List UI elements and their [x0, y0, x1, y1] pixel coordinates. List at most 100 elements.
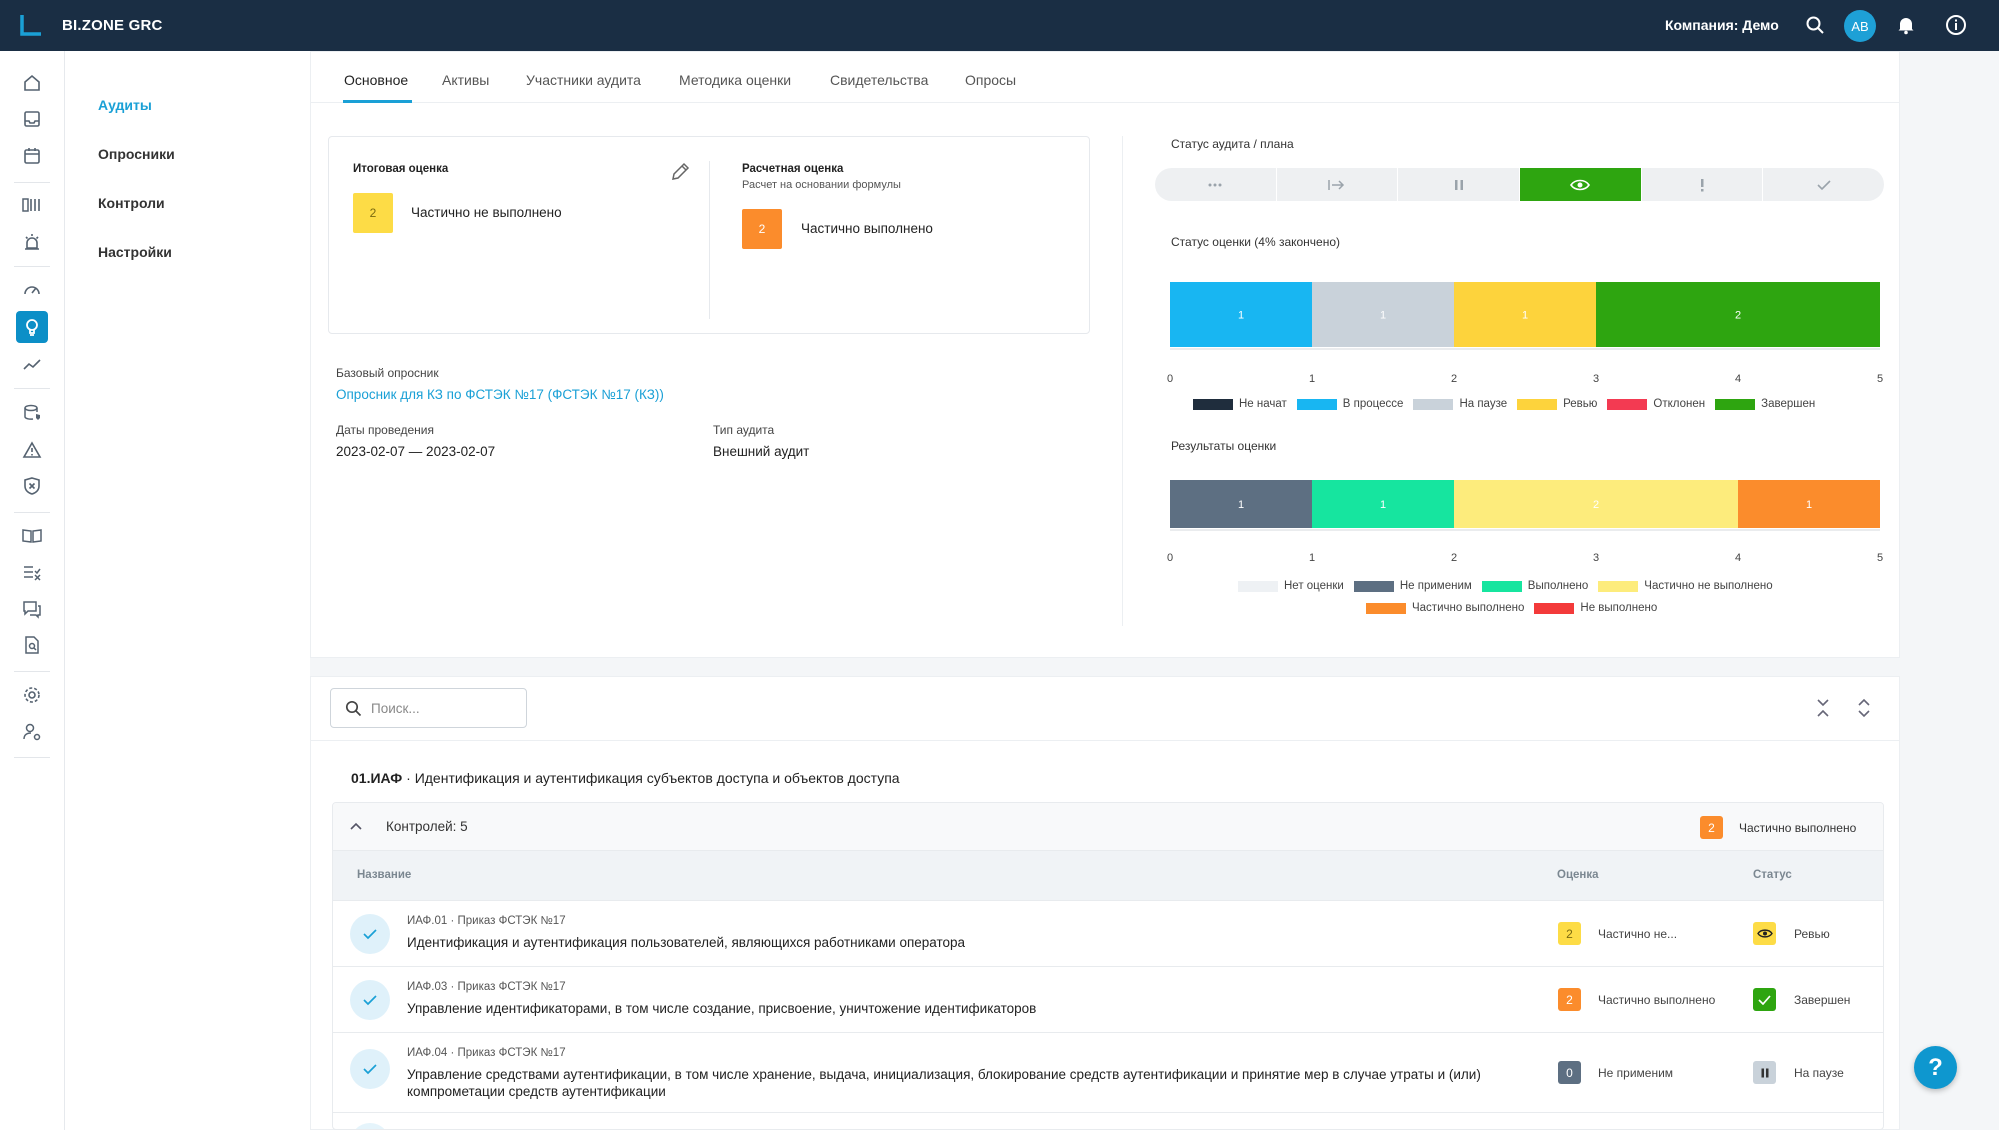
x-tick-label: 0	[1167, 373, 1173, 385]
status-rejected-step[interactable]	[1642, 168, 1764, 201]
status-not-started-step[interactable]	[1155, 168, 1277, 201]
x-tick-label: 2	[1451, 552, 1457, 564]
legend-swatch	[1607, 398, 1648, 410]
tab-surveys[interactable]: Опросы	[965, 72, 1017, 88]
legend-swatch	[1534, 602, 1575, 614]
eye-icon	[1570, 179, 1591, 190]
alarm-icon[interactable]	[16, 226, 48, 258]
bar-segment	[1738, 480, 1880, 528]
table-row[interactable]: ИАФ.04 · Приказ ФСТЭК №17 Управление сре…	[333, 1033, 1883, 1113]
tab-main[interactable]: Основное	[344, 72, 409, 88]
active-tab-indicator	[343, 100, 412, 103]
status-paused-step[interactable]	[1398, 168, 1521, 201]
bell-icon[interactable]	[1894, 13, 1918, 37]
pause-icon	[1761, 1068, 1768, 1077]
calendar-icon[interactable]	[16, 140, 48, 172]
row-status-text: На паузе	[1794, 1066, 1844, 1080]
tab-audit-participants[interactable]: Участники аудита	[526, 72, 641, 88]
audit-status-label: Статус аудита / плана	[1171, 137, 1294, 151]
app-name: BI.ZONE GRC	[62, 17, 163, 34]
help-button[interactable]: ?	[1914, 1046, 1957, 1089]
chart2-title: Результаты оценки	[1171, 439, 1277, 453]
row-title[interactable]: Управление средствами аутентификации, в …	[407, 1067, 1481, 1099]
base-questionnaire-link[interactable]: Опросник для КЗ по ФСТЭК №17 (ФСТЭК №17 …	[336, 387, 664, 402]
search-input[interactable]: Поиск...	[330, 688, 527, 728]
audit-type-label: Тип аудита	[713, 423, 775, 437]
tab-evidence[interactable]: Свидетельства	[830, 72, 929, 88]
controls-group: Контролей: 5 2 Частично выполнено Назван…	[332, 802, 1884, 1130]
legend-label: Ревью	[1563, 398, 1598, 410]
chat-icon[interactable]	[16, 593, 48, 625]
status-review-step[interactable]	[1520, 168, 1642, 201]
group-score-badge: 2	[1700, 816, 1723, 839]
book-icon[interactable]	[16, 519, 48, 551]
exclamation-icon	[1701, 178, 1704, 191]
user-settings-icon[interactable]	[16, 716, 48, 748]
gear-icon[interactable]	[16, 679, 48, 711]
row-check-icon	[350, 914, 390, 954]
trend-icon[interactable]	[16, 348, 48, 380]
chart2-legend-row2: Частично выполнено Не выполнено	[1366, 602, 1657, 614]
row-score-text: Частично выполнено	[1598, 993, 1716, 1007]
expand-all-icon[interactable]	[1855, 697, 1873, 719]
section-title: 01.ИАФ · Идентификация и аутентификация …	[351, 770, 900, 786]
info-icon[interactable]	[1944, 13, 1968, 37]
database-shield-icon[interactable]	[16, 397, 48, 429]
calc-score-badge: 2	[742, 209, 782, 249]
chevron-up-icon[interactable]	[349, 821, 363, 831]
legend-label: В процессе	[1342, 398, 1404, 410]
subnav-item-controls[interactable]: Контроли	[98, 195, 165, 211]
bar-value-label: 1	[1806, 499, 1812, 511]
avatar[interactable]: AB	[1844, 10, 1876, 42]
calc-score-subtitle: Расчет на основании формулы	[742, 179, 901, 191]
shield-x-icon[interactable]	[16, 470, 48, 502]
calc-score-title: Расчетная оценка	[742, 163, 844, 175]
edit-pencil-icon[interactable]	[669, 161, 691, 183]
bar-segment	[1312, 282, 1454, 347]
company-selector[interactable]: Компания: Демо	[1665, 17, 1779, 33]
bar-value-label: 1	[1380, 310, 1386, 322]
check-icon	[1817, 179, 1831, 190]
legend-swatch	[1353, 580, 1394, 592]
row-subtitle: ИАФ.03 · Приказ ФСТЭК №17	[407, 981, 566, 993]
row-title[interactable]: Управление идентификаторами, в том числе…	[407, 1001, 1037, 1016]
bar-value-label: 2	[1735, 310, 1741, 322]
eye-icon	[1756, 929, 1773, 938]
final-score-text: Частично не выполнено	[411, 205, 562, 220]
inbox-icon[interactable]	[16, 103, 48, 135]
checklist-icon[interactable]	[16, 556, 48, 588]
legend-label: На паузе	[1459, 398, 1508, 410]
subnav-item-audits[interactable]: Аудиты	[98, 97, 152, 113]
collapse-all-icon[interactable]	[1814, 697, 1832, 719]
col-score: Оценка	[1557, 869, 1599, 881]
document-search-icon[interactable]	[16, 629, 48, 661]
audit-type-value: Внешний аудит	[713, 444, 810, 459]
table-row[interactable]: ИАФ.03 · Приказ ФСТЭК №17 Управление иде…	[333, 967, 1883, 1033]
tab-assessment-method[interactable]: Методика оценки	[679, 72, 792, 88]
home-icon[interactable]	[16, 67, 48, 99]
score-card: Итоговая оценка 2 Частично не выполнено …	[328, 136, 1090, 334]
dashboard-icon[interactable]	[16, 189, 48, 221]
chart1-title: Статус оценки (4% закончено)	[1171, 235, 1341, 249]
audit-bulb-icon[interactable]	[16, 311, 48, 343]
gauge-icon[interactable]	[16, 274, 48, 306]
bar-value-label: 1	[1238, 499, 1244, 511]
legend-label: Завершен	[1761, 398, 1816, 410]
row-title[interactable]: Идентификация и аутентификация пользоват…	[407, 935, 966, 950]
subnav-item-questionnaires[interactable]: Опросники	[98, 146, 175, 162]
status-in-progress-step[interactable]	[1277, 168, 1399, 201]
bar-value-label: 1	[1238, 310, 1244, 322]
controls-group-header[interactable]: Контролей: 5 2 Частично выполнено	[333, 803, 1883, 851]
tab-assets[interactable]: Активы	[442, 72, 490, 88]
search-icon[interactable]	[1803, 13, 1827, 37]
x-tick-label: 5	[1877, 373, 1883, 385]
dates-value: 2023-02-07 — 2023-02-07	[336, 444, 496, 459]
warning-icon[interactable]	[16, 434, 48, 466]
x-tick-label: 4	[1735, 552, 1741, 564]
status-completed-step[interactable]	[1763, 168, 1884, 201]
col-status: Статус	[1753, 869, 1792, 881]
row-score-badge: 2	[1558, 988, 1581, 1011]
row-status-badge	[1753, 922, 1776, 945]
table-row[interactable]: ИАФ.01 · Приказ ФСТЭК №17 Идентификация …	[333, 901, 1883, 967]
subnav-item-settings[interactable]: Настройки	[98, 244, 172, 260]
